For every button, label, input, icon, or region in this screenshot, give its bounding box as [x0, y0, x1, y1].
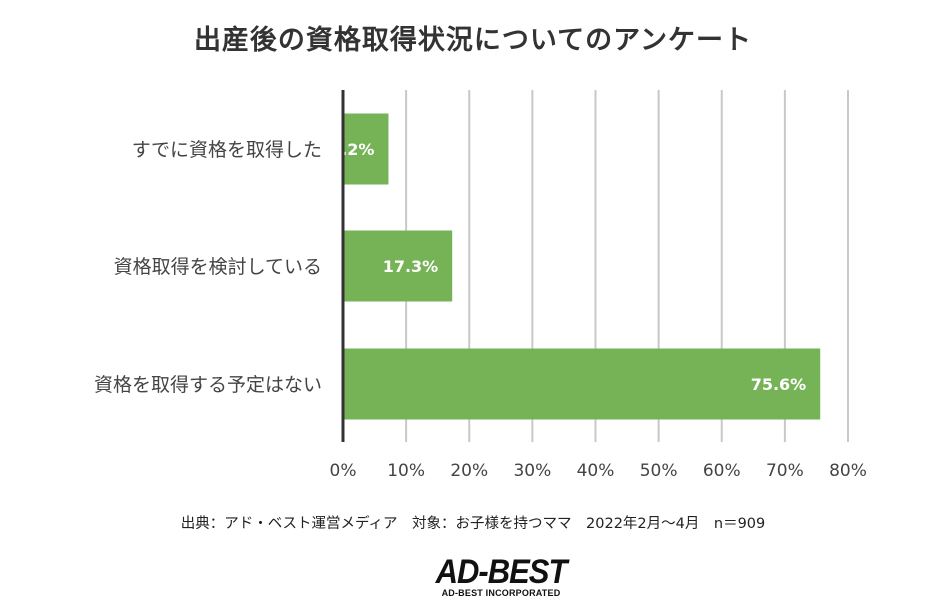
x-tick-labels: 0% 10% 20% 30% 40% 50% 60% 70% 80% [330, 461, 867, 481]
logo-subtitle: AD-BEST INCORPORATED [441, 588, 561, 598]
x-tick-label: 80% [829, 461, 867, 481]
x-tick-label: 30% [513, 461, 551, 481]
bar-value-label: 17.3% [383, 257, 439, 276]
bar-labels: 7.2% 17.3% 75.6% [330, 140, 806, 394]
company-logo: AD-BEST AD-BEST INCORPORATED [430, 552, 572, 602]
bar-value-label: 7.2% [330, 140, 374, 159]
bar [343, 113, 389, 185]
logo-wordmark: AD-BEST [435, 552, 568, 591]
x-tick-label: 40% [577, 461, 615, 481]
x-tick-label: 50% [640, 461, 678, 481]
x-tick-label: 20% [450, 461, 488, 481]
bar-value-label: 75.6% [751, 375, 807, 394]
bar [343, 348, 821, 420]
x-tick-label: 60% [703, 461, 741, 481]
x-tick-label: 0% [330, 461, 357, 481]
x-tick-label: 10% [387, 461, 425, 481]
category-label: 資格を取得する予定はない [94, 374, 322, 396]
bars [343, 113, 821, 420]
bar [343, 230, 453, 302]
chart-title: 出産後の資格取得状況についてのアンケート [193, 25, 753, 56]
bar-chart: 7.2% 17.3% 75.6% すでに資格を取得した資格取得を検討している資格を取… [94, 90, 867, 481]
category-label: 資格取得を検討している [114, 256, 322, 278]
source-note: 出典：アド・ベスト運営メディア 対象：お子様を持つママ 2022年2月〜4月 n… [180, 516, 766, 532]
x-tick-label: 70% [766, 461, 804, 481]
category-label: すでに資格を取得した [132, 139, 322, 161]
